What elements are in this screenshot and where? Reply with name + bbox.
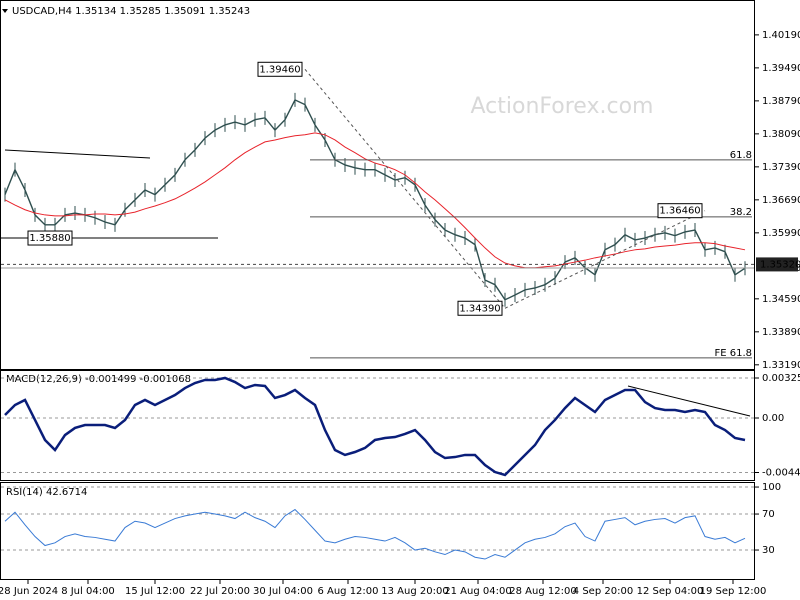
rsi-panel <box>0 482 755 580</box>
rsi-title: RSI(14) 42.6714 <box>6 487 87 498</box>
x-tick-label: 13 Aug 20:00 <box>381 586 448 597</box>
y-tick-label: 1.33190 <box>762 360 800 371</box>
y-tick-label: 0.00 <box>762 413 784 424</box>
y-tick-label: 1.33890 <box>762 327 800 338</box>
x-tick-label: 4 Sep 20:00 <box>573 586 633 597</box>
annotation-label: 1.35880 <box>29 233 70 244</box>
trend <box>4 149 151 159</box>
annotation-box <box>27 230 73 246</box>
x-tick-label: 21 Aug 04:00 <box>444 586 511 597</box>
price-panel <box>0 0 755 370</box>
x-tick-label: 12 Sep 04:00 <box>637 586 704 597</box>
x-tick-label: 15 Jul 12:00 <box>125 586 185 597</box>
series-line <box>4 132 746 269</box>
annotation-label: 1.34390 <box>459 303 500 314</box>
fib-label: 38.2 <box>730 207 752 218</box>
x-tick-label: 8 Jul 04:00 <box>61 586 115 597</box>
y-tick-label: 1.36690 <box>762 195 800 206</box>
annotation-box <box>657 203 703 219</box>
y-tick-label: 1.37390 <box>762 162 800 173</box>
series-line <box>4 508 746 560</box>
x-tick-label: 19 Sep 12:00 <box>700 586 767 597</box>
watermark: ActionForex.com <box>471 94 654 119</box>
annotation-label: 1.39460 <box>259 64 300 75</box>
annotation-label: 1.36460 <box>659 206 700 217</box>
series-line <box>4 376 746 477</box>
menu-arrow <box>2 9 8 13</box>
x-tick-label: 22 Jul 20:00 <box>190 586 250 597</box>
fib-label: FE 61.8 <box>714 348 752 359</box>
y-tick-label: 1.34590 <box>762 294 800 305</box>
macd-title: MACD(12,26,9) -0.001499 -0.001068 <box>6 374 191 385</box>
annotation-box <box>457 300 503 316</box>
price-box <box>756 257 798 272</box>
y-tick-label: 70 <box>762 509 775 520</box>
macd-panel <box>0 370 755 481</box>
annotation-box <box>257 61 303 77</box>
y-tick-label: 1.39490 <box>762 63 800 74</box>
x-tick-label: 6 Aug 12:00 <box>317 586 378 597</box>
chart-title: USDCAD,H4 1.35134 1.35285 1.35091 1.3524… <box>12 6 250 17</box>
y-tick-label: 1.38090 <box>762 129 800 140</box>
fib-label: 61.8 <box>730 150 752 161</box>
macd-trend <box>627 385 751 417</box>
y-tick-label: -0.004439 <box>762 467 800 478</box>
y-tick-label: 100 <box>762 482 781 493</box>
price-label: 1.35320 <box>760 259 800 270</box>
x-tick-label: 28 Aug 12:00 <box>509 586 576 597</box>
y-tick-label: 1.35990 <box>762 228 800 239</box>
x-tick-label: 28 Jun 2024 <box>0 586 58 597</box>
swing <box>504 210 706 309</box>
y-tick-label: 1.38790 <box>762 96 800 107</box>
x-tick-label: 30 Jul 04:00 <box>253 586 313 597</box>
y-tick-label: 1.40190 <box>762 30 800 41</box>
y-tick-label: 0.003259 <box>762 373 800 384</box>
y-tick-label: 30 <box>762 545 775 556</box>
